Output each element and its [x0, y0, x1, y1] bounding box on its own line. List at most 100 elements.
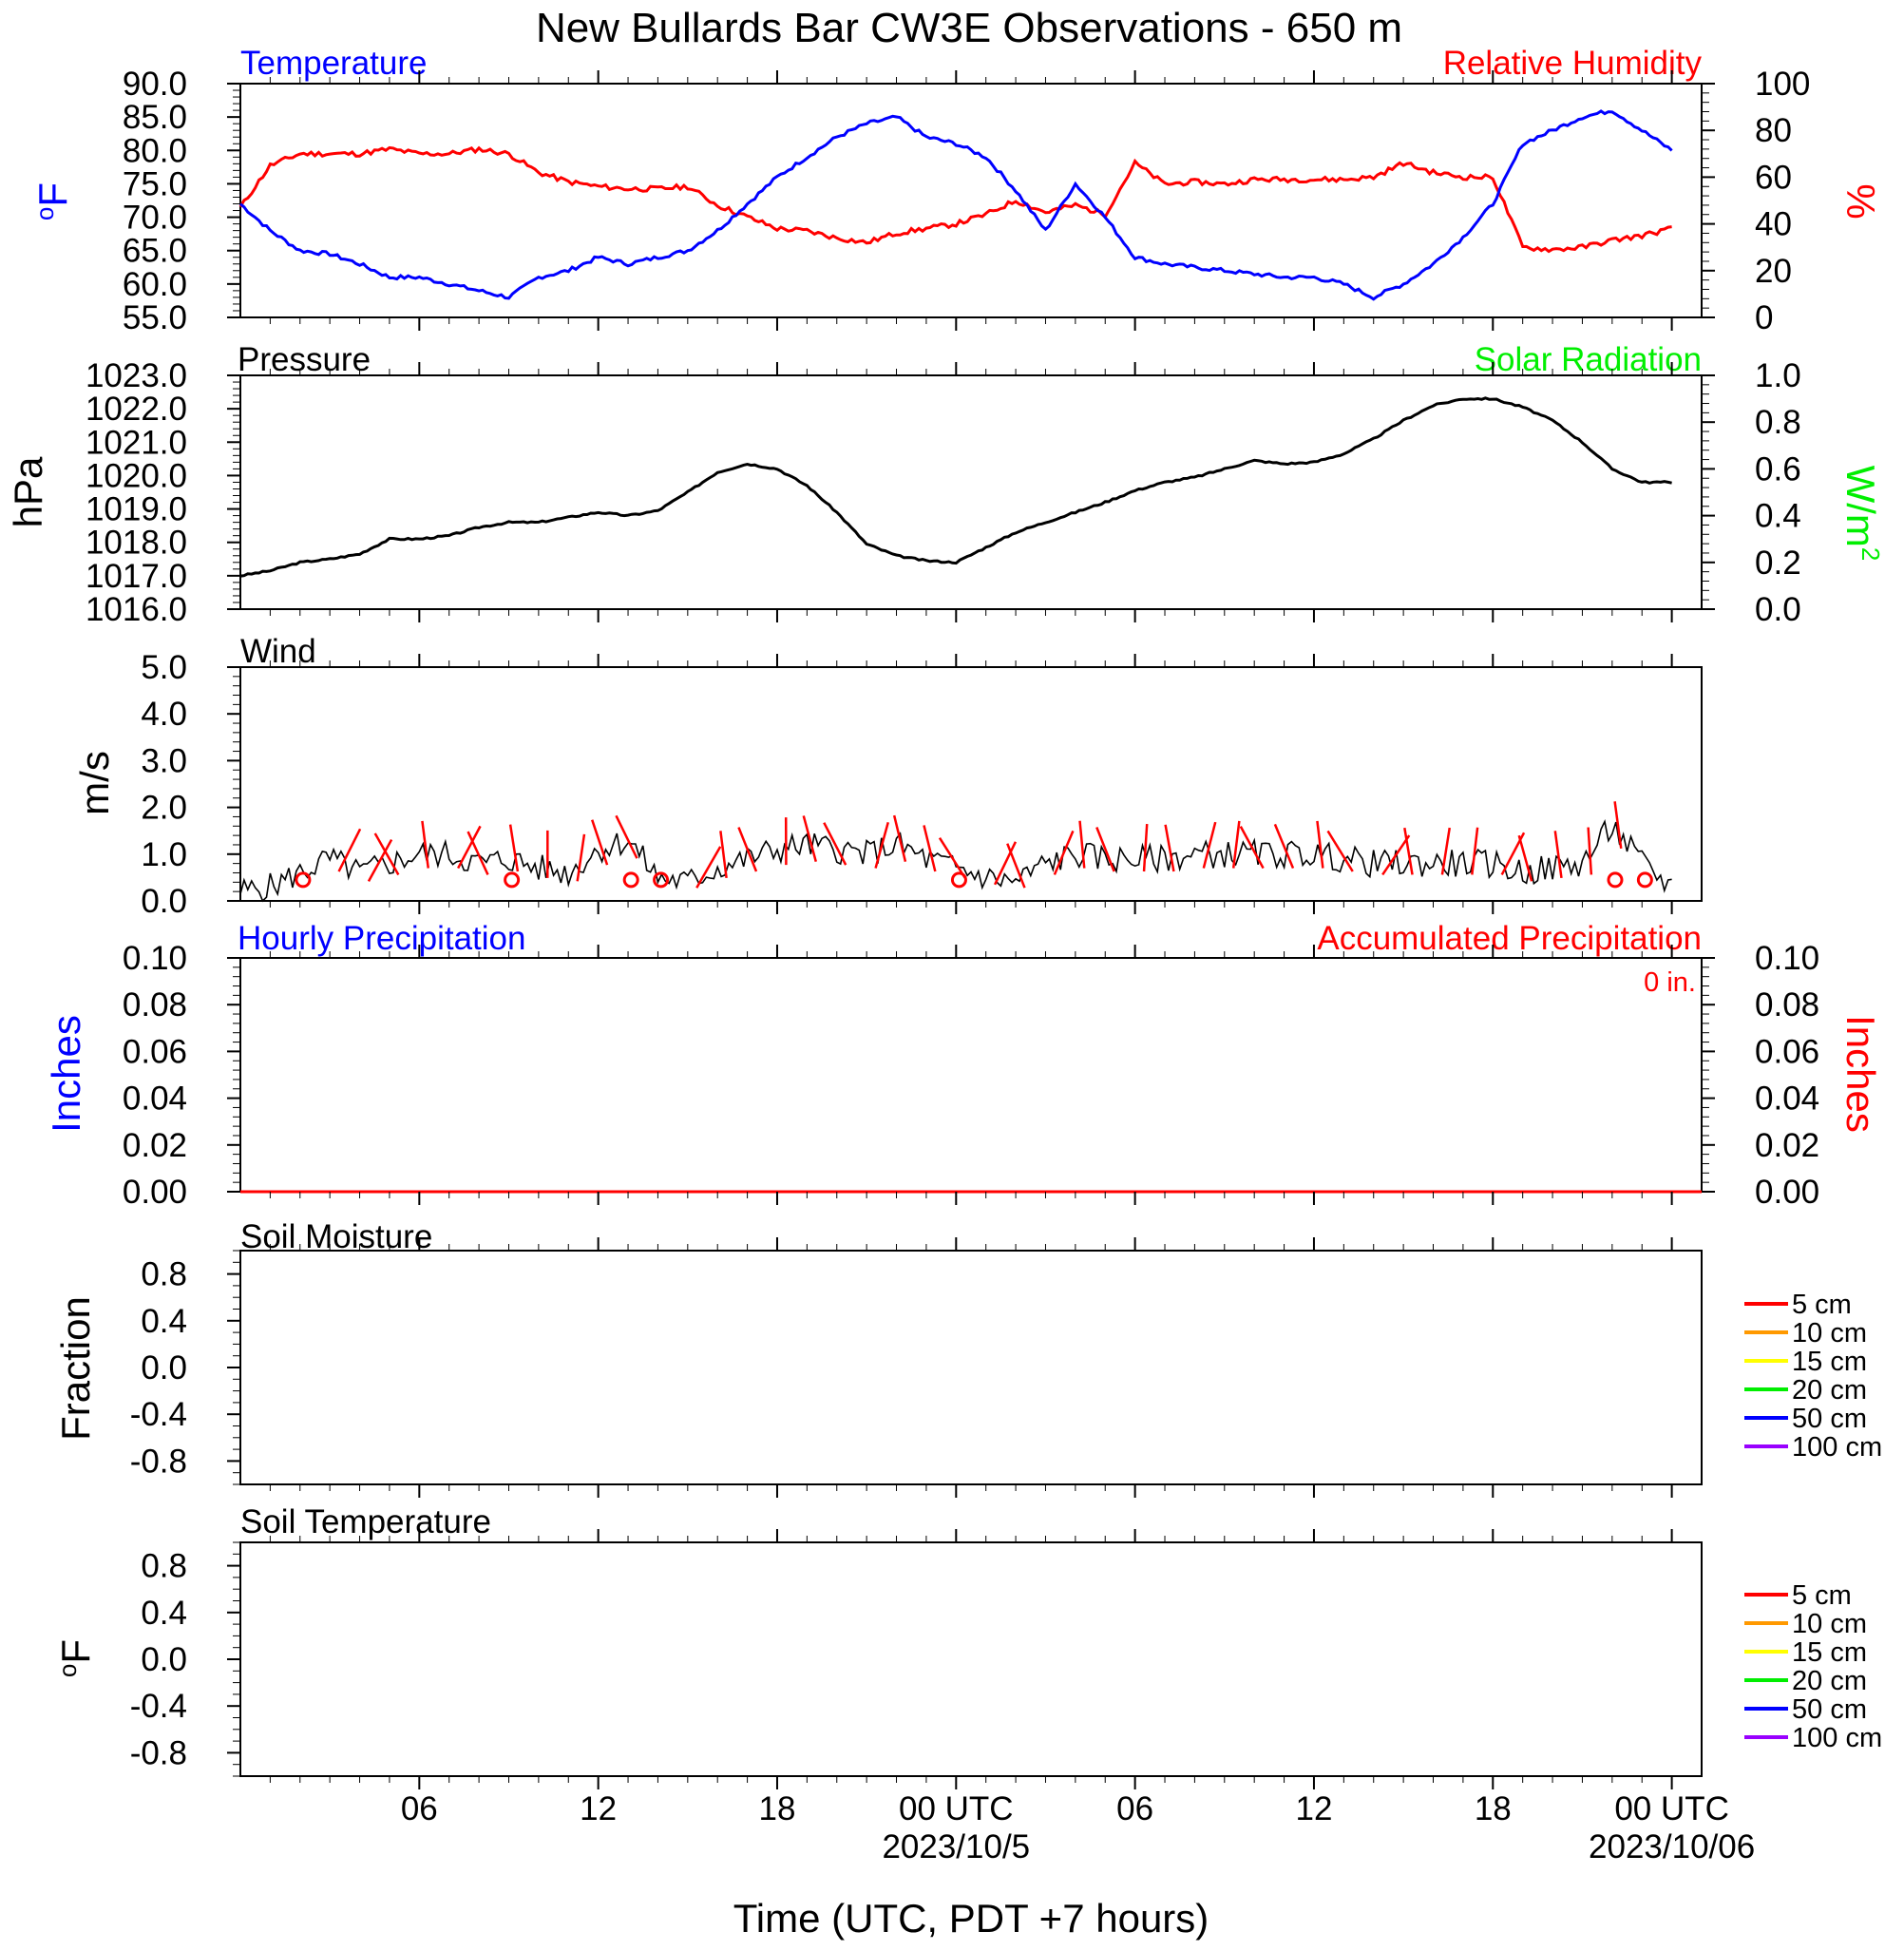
y-tick-label: 4.0: [141, 696, 187, 733]
legend-label: 50 cm: [1792, 1404, 1867, 1434]
legend-label: 100 cm: [1792, 1723, 1882, 1753]
wind-plot-frame: [239, 666, 1703, 902]
accum-precip-unit-label: Inches: [1838, 1015, 1883, 1133]
wind-barb: [1202, 821, 1217, 869]
legend-label: 50 cm: [1792, 1694, 1867, 1725]
x-tick-label: 00 UTC: [899, 1790, 1014, 1827]
x-tick-label: 18: [1475, 1790, 1512, 1827]
y-tick-label: 0.0: [141, 1641, 187, 1678]
x-tick-label: 06: [1116, 1790, 1153, 1827]
y-tick-label: -0.4: [130, 1396, 187, 1433]
y-tick-label: 0.4: [1755, 498, 1801, 535]
calm-wind-marker: [653, 871, 670, 889]
wind-barb: [1006, 843, 1026, 889]
y-tick-label: 100: [1755, 66, 1810, 103]
y-tick-label: 0.4: [141, 1303, 187, 1340]
y-tick-label: 0.0: [141, 883, 187, 920]
wind-barb: [938, 836, 966, 879]
y-tick-label: 55.0: [123, 299, 187, 336]
x-tick-label: 12: [1295, 1790, 1332, 1827]
y-tick-label: 0.08: [123, 986, 187, 1023]
y-tick-label: 0.06: [1755, 1033, 1819, 1070]
y-tick-label: 65.0: [123, 233, 187, 270]
y-tick-label: 80: [1755, 112, 1792, 149]
wind-barb: [1517, 834, 1533, 882]
panel-soil-moisture: Soil Moisture Fraction 0.8 0.4 0.0 -0.4 -0.8…: [53, 1218, 1882, 1485]
wind-barb: [1553, 831, 1563, 879]
calm-wind-marker: [1636, 871, 1653, 889]
y-tick-label: 80.0: [123, 132, 187, 169]
wind-barb: [1078, 820, 1086, 869]
wind-barb: [337, 828, 362, 872]
legend-label: 5 cm: [1792, 1580, 1852, 1611]
temperature-axis: 90.085.080.075.070.065.060.055.0: [123, 66, 240, 336]
accum-precip-axis: 0.10 0.08 0.06 0.04 0.02 0.00: [1702, 940, 1819, 1211]
humidity-unit-label: %: [1838, 183, 1883, 219]
y-tick-label: 60: [1755, 159, 1792, 196]
pressure-axis: 1023.01022.01021.01020.01019.01018.01017…: [86, 357, 240, 628]
y-tick-label: 1019.0: [86, 491, 187, 528]
hourly-precip-unit-label: Inches: [44, 1015, 88, 1133]
x-tick-label: 18: [759, 1790, 796, 1827]
x-date-label: 2023/10/06: [1589, 1828, 1755, 1865]
legend-label: 10 cm: [1792, 1609, 1867, 1639]
x-axis-label: Time (UTC, PDT +7 hours): [733, 1896, 1209, 1941]
y-tick-label: 0.8: [1755, 404, 1801, 441]
y-tick-label: 0.02: [1755, 1127, 1819, 1164]
panel-pressure: Pressure Solar Radiation hPa W/m2 1023.0…: [6, 341, 1885, 628]
wind-barb: [373, 832, 400, 876]
y-tick-label: -0.4: [130, 1688, 187, 1725]
svg-text:oF: oF: [53, 1639, 98, 1677]
y-tick-label: 60.0: [123, 266, 187, 303]
y-tick-label: 0.08: [1755, 986, 1819, 1023]
y-tick-label: 2.0: [141, 790, 187, 827]
humidity-title: Relative Humidity: [1443, 45, 1703, 82]
x-tick-label: 06: [401, 1790, 438, 1827]
wind-barb: [1231, 820, 1241, 869]
wind-barb: [1239, 826, 1265, 870]
figure-title: New Bullards Bar CW3E Observations - 650…: [536, 5, 1402, 51]
temperature-title: Temperature: [240, 45, 427, 82]
y-tick-label: 0.00: [123, 1174, 187, 1211]
y-tick-label: 3.0: [141, 742, 187, 779]
wind-barbs: [295, 801, 1653, 889]
pressure-plot-frame: [239, 374, 1703, 610]
y-tick-label: 1.0: [141, 836, 187, 873]
legend-label: 20 cm: [1792, 1666, 1867, 1696]
wind-barb: [1142, 824, 1149, 872]
panel-temp-rh: Temperature Relative Humidity oF % 90.08…: [30, 45, 1883, 336]
y-tick-label: 0.4: [141, 1595, 187, 1632]
wind-barb: [823, 822, 847, 866]
y-tick-label: 1020.0: [86, 457, 187, 494]
wind-barb: [1471, 827, 1479, 875]
accum-precip-title: Accumulated Precipitation: [1317, 920, 1702, 957]
y-tick-label: 75.0: [123, 165, 187, 202]
y-tick-label: 0.2: [1755, 545, 1801, 582]
soil-moisture-title: Soil Moisture: [240, 1218, 432, 1255]
x-tick-label: 12: [580, 1790, 617, 1827]
y-tick-label: 0.6: [1755, 450, 1801, 488]
panel-soil-temperature: Soil Temperature oF 0.8 0.4 0.0 -0.4 -0.8 5 …: [53, 1503, 1882, 1777]
humidity-line: [238, 145, 1672, 254]
y-tick-label: 1016.0: [86, 591, 187, 628]
svg-text:oF: oF: [30, 182, 75, 220]
y-tick-label: 1017.0: [86, 558, 187, 595]
wind-unit-label: m/s: [72, 751, 117, 815]
fahrenheit-letter: F: [30, 182, 75, 207]
wind-barb: [615, 814, 638, 859]
wind-barb: [993, 841, 1018, 886]
y-tick-label: 85.0: [123, 99, 187, 136]
y-tick-label: 0.06: [123, 1033, 187, 1070]
soil-temperature-axis: 0.8 0.4 0.0 -0.4 -0.8: [130, 1541, 240, 1777]
wind-barb: [737, 827, 758, 872]
soil-moisture-axis: 0.8 0.4 0.0 -0.4 -0.8: [130, 1250, 240, 1485]
wind-barb: [1316, 820, 1324, 869]
wind-barb: [1053, 830, 1075, 875]
wind-barb: [874, 822, 889, 869]
wind-barb: [1381, 834, 1411, 876]
legend-label: 15 cm: [1792, 1637, 1867, 1668]
wind-barb: [457, 825, 482, 870]
legend-label: 100 cm: [1792, 1432, 1882, 1463]
